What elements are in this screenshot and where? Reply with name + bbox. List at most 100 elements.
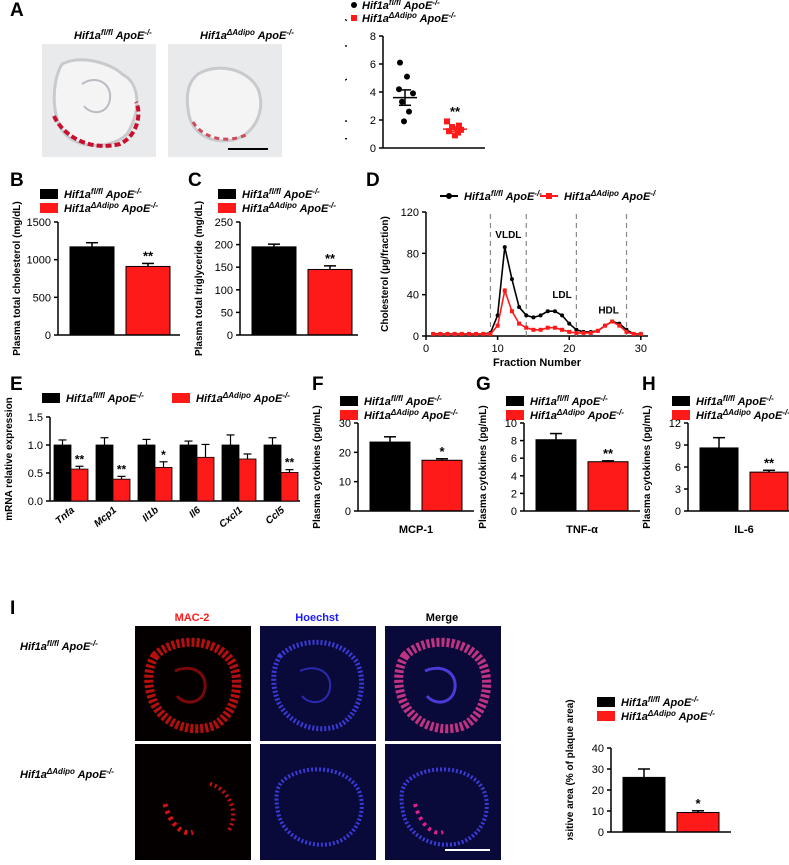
C-legend-2-text: Hif1aΔAdipo ApoE-/- <box>242 201 336 215</box>
chart-i-mac2-area: Hif1afl/fl ApoE-/-Hif1aΔAdipo ApoE-/-010… <box>565 695 731 840</box>
I-legend-1-part-0: Hif1a <box>621 697 648 709</box>
D-legend-2-swatch-marker <box>546 193 552 199</box>
B-legend-1-part-1: fl/fl <box>91 187 104 196</box>
D-point-1-22 <box>588 330 593 335</box>
D-point-1-21 <box>581 330 586 335</box>
D-point-1-3 <box>452 331 457 336</box>
D-ytick-label-3: 120 <box>401 207 419 219</box>
chart-h-il6: Hif1afl/fl ApoE-/-Hif1aΔAdipo ApoE-/-036… <box>642 394 789 536</box>
D-line-0 <box>433 246 641 335</box>
F-legend-2-part-3: ApoE <box>421 410 451 422</box>
F-xlabel: MCP-1 <box>399 524 433 536</box>
G-legend-1-text: Hif1afl/fl ApoE-/- <box>530 394 608 408</box>
i-row1-sup: fl/fl <box>47 639 60 648</box>
D-point-1-12 <box>517 321 522 326</box>
D-ytick-label-0: 0 <box>413 331 419 343</box>
F-ytick-label-2: 20 <box>339 447 351 459</box>
E-category-Ccl5: Ccl5 <box>264 505 288 527</box>
E-ytick-label-3: 1.5 <box>28 412 43 424</box>
D-point-0-17 <box>552 309 557 314</box>
C-ytick-label-1: 50 <box>221 307 233 319</box>
F-legend-1-part-0: Hif1a <box>364 396 391 408</box>
E-bar-Tnfa-1 <box>70 468 89 502</box>
A-point-0-4 <box>399 98 405 105</box>
I-ytick-label-3: 30 <box>592 764 604 776</box>
svg-text:Hif1aΔAdipo ApoE-/-: Hif1aΔAdipo ApoE-/- <box>20 767 114 781</box>
D-legend-1-swatch-marker <box>446 193 452 199</box>
A-legend-1-swatch <box>351 2 357 8</box>
F-legend-1-part-4: -/- <box>434 394 442 403</box>
E-bar-Il6-0 <box>179 444 198 502</box>
chart-g-tnfa: Hif1afl/fl ApoE-/-Hif1aΔAdipo ApoE-/-024… <box>478 394 640 536</box>
D-point-0-19 <box>567 321 572 326</box>
D-point-1-2 <box>445 331 450 336</box>
stain-label-merge: Merge <box>425 612 459 624</box>
A-legend-2-swatch <box>351 15 357 21</box>
G-legend-1-part-0: Hif1a <box>530 396 557 408</box>
G-ytick-label-2: 4 <box>511 471 517 483</box>
D-point-1-28 <box>631 331 636 336</box>
C-ytick-label-4: 200 <box>215 240 233 252</box>
D-legend-2-part-0: Hif1a <box>564 191 591 203</box>
microscopy-merge-row2 <box>385 744 501 860</box>
E-legend-1-part-4: -/- <box>136 391 144 400</box>
D-point-0-13 <box>524 313 529 318</box>
E-ytick-label-0: 0.0 <box>28 496 43 508</box>
C-legend-1-part-1: fl/fl <box>269 187 282 196</box>
D-legend-2-part-4: -/- <box>650 189 656 198</box>
a-label-2-gene: Hif1a <box>200 30 227 42</box>
H-legend-1-part-1: fl/fl <box>723 394 736 403</box>
E-ytick-label-1: 0.5 <box>28 468 43 480</box>
D-point-1-24 <box>603 323 608 328</box>
histology-image-a1 <box>42 44 156 157</box>
E-sig-Il1b: * <box>161 448 166 462</box>
G-ytick-label-4: 8 <box>511 436 517 448</box>
E-legend-2-swatch <box>172 393 190 403</box>
I-legend-2-part-3: ApoE <box>678 711 708 723</box>
B-legend-2-part-0: Hif1a <box>64 203 91 215</box>
E-category-Il6: Il6 <box>187 505 203 521</box>
E-legend-2-part-0: Hif1a <box>196 393 223 405</box>
B-sig-1: ** <box>143 248 154 263</box>
D-point-1-5 <box>466 331 471 336</box>
E-legend-1-text: Hif1afl/fl ApoE-/- <box>66 391 144 405</box>
I-legend-1-part-4: -/- <box>691 695 699 704</box>
A-point-0-5 <box>406 108 412 115</box>
D-legend-1-part-4: -/- <box>534 189 542 198</box>
H-legend-2-part-3: ApoE <box>753 410 783 422</box>
E-legend-2-part-1: ΔAdipo <box>222 391 251 400</box>
a-label-1-sup2: -/- <box>144 28 152 37</box>
G-legend-2-text: Hif1aΔAdipo ApoE-/- <box>530 408 624 422</box>
B-ytick-label-3: 1500 <box>27 217 51 229</box>
A-point-1-6 <box>452 132 458 139</box>
I-sig-1: * <box>695 796 701 811</box>
D-point-1-1 <box>438 331 443 336</box>
D-point-0-16 <box>545 309 550 314</box>
G-bar-0 <box>535 439 577 512</box>
B-legend-1-part-3: ApoE <box>105 189 135 201</box>
A-legend-1-part-4: -/- <box>432 0 440 7</box>
panel-i-row2-label: Hif1aΔAdipo ApoE-/- <box>20 767 114 781</box>
E-legend-1-part-0: Hif1a <box>66 393 93 405</box>
chart-d-fplc-profile: Hif1afl/fl ApoE-/-Hif1aΔAdipo ApoE-/-040… <box>380 189 656 369</box>
D-point-1-16 <box>545 325 550 330</box>
E-bar-Cxcl1-0 <box>221 444 240 502</box>
G-legend-1-part-3: ApoE <box>571 396 601 408</box>
C-legend-2-part-0: Hif1a <box>242 203 269 215</box>
D-point-0-18 <box>560 313 565 318</box>
D-xtick-label-3: 30 <box>635 343 647 355</box>
C-legend-2-part-4: -/- <box>328 201 336 210</box>
D-point-0-12 <box>517 305 522 310</box>
D-legend-1-part-3: ApoE <box>505 191 535 203</box>
F-legend-2-swatch <box>340 410 358 420</box>
E-legend-1-part-3: ApoE <box>107 393 137 405</box>
D-legend-1-text: Hif1afl/fl ApoE-/- <box>464 189 542 203</box>
i-row1-gene: Hif1a <box>20 641 47 653</box>
D-point-1-11 <box>509 309 514 314</box>
A-point-0-3 <box>410 90 416 97</box>
H-ytick-label-1: 3 <box>675 484 681 496</box>
H-ytick-label-4: 12 <box>669 418 681 430</box>
F-ytick-label-0: 0 <box>345 506 351 518</box>
D-point-1-27 <box>624 329 629 334</box>
i-row1-sup2: -/- <box>90 639 98 648</box>
